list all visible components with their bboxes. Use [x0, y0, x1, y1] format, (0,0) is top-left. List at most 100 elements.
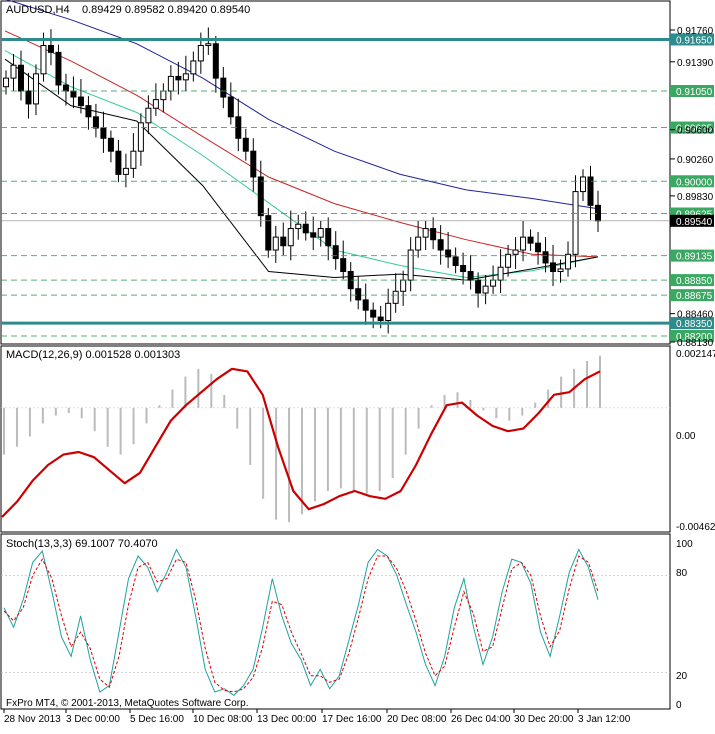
level-tag-bg — [670, 329, 714, 342]
level-tag-label: 0.91650 — [676, 35, 713, 46]
candle-body — [302, 223, 309, 234]
candle-body — [25, 90, 32, 105]
price-tick-label: 0.91390 — [677, 58, 714, 69]
candle-body — [220, 77, 227, 98]
candle-body — [535, 242, 542, 253]
time-tick-label: 5 Dec 16:00 — [130, 714, 184, 725]
price-tick-label: 0.88130 — [677, 338, 714, 349]
time-tick-label: 26 Dec 04:00 — [451, 714, 511, 725]
candle-body — [167, 75, 174, 92]
level-tag-label: 0.88200 — [676, 332, 713, 343]
candle-body — [32, 73, 39, 105]
candle-body — [77, 96, 84, 107]
time-tick-label: 30 Dec 20:00 — [514, 714, 574, 725]
candle-body — [145, 107, 152, 124]
ohlc-label: 0.89429 0.89582 0.89420 0.89540 — [82, 4, 250, 16]
candle-body — [490, 279, 497, 287]
candle-body — [400, 279, 407, 292]
macd-panel — [0, 345, 671, 533]
candle-body — [242, 137, 249, 152]
time-tick-label: 10 Dec 08:00 — [193, 714, 253, 725]
macd-signal-line — [1, 367, 601, 518]
level-tag-bg — [670, 317, 714, 330]
candle-body — [227, 96, 234, 118]
stoch-tick-0: 0 — [676, 700, 682, 711]
candle-body — [115, 150, 122, 175]
candle-body — [362, 299, 369, 311]
macd-tick-min: -0.004624 — [676, 522, 715, 533]
candle-body — [437, 239, 444, 251]
candle-body — [385, 302, 392, 322]
level-tag-label: 0.88350 — [676, 319, 713, 330]
price-tick-label: 0.88460 — [677, 310, 714, 321]
candle-body — [190, 60, 197, 75]
level-tag-label: 0.90625 — [676, 124, 713, 135]
candle-body — [250, 150, 257, 178]
candle-body — [212, 43, 219, 79]
candle-body — [550, 262, 557, 273]
candle-body — [325, 228, 332, 247]
level-tag-bg — [670, 121, 714, 134]
current-price-label: 0.89540 — [676, 217, 713, 228]
candle-body — [422, 228, 429, 238]
candle-body — [370, 309, 377, 318]
candle-body — [85, 105, 92, 118]
candle-body — [572, 191, 579, 255]
candle-body — [122, 167, 129, 175]
candle-body — [407, 249, 414, 281]
candle-body — [70, 90, 77, 98]
level-tag-label: 0.88675 — [676, 291, 713, 302]
level-tag-label: 0.88850 — [676, 276, 713, 287]
stoch-tick-80: 80 — [676, 568, 688, 579]
level-tag-label: 0.89135 — [676, 252, 713, 263]
candle-body — [467, 271, 474, 281]
candle-body — [415, 236, 422, 251]
time-tick-label: 20 Dec 08:00 — [387, 714, 447, 725]
candle-body — [587, 176, 594, 206]
macd-tick-zero: 0.00 — [676, 431, 696, 442]
candle-body — [392, 290, 399, 304]
candle-body — [340, 258, 347, 273]
candle-body — [580, 176, 587, 193]
copyright-label: FxPro MT4, © 2001-2013, MetaQuotes Softw… — [6, 698, 248, 709]
candle-body — [160, 90, 167, 101]
candle-body — [17, 64, 24, 92]
macd-tick-max: 0.002147 — [676, 349, 715, 360]
time-axis: 28 Nov 2013 3 Dec 00:00 5 Dec 16:00 10 Dec … — [3, 709, 631, 725]
stoch-tick-100: 100 — [676, 539, 693, 550]
moving-average-line-1 — [4, 30, 599, 258]
candle-body — [47, 44, 54, 53]
candle-body — [152, 99, 159, 109]
price-tick-label: 0.90600 — [677, 126, 714, 137]
candle-body — [257, 176, 264, 217]
candle-body — [55, 51, 62, 86]
time-tick-label: 13 Dec 00:00 — [257, 714, 317, 725]
candle-body — [482, 285, 489, 294]
price-levels: 0.916500.910500.906250.900000.896250.891… — [1, 33, 714, 343]
time-tick-label: 3 Dec 00:00 — [66, 714, 120, 725]
price-axis: 0.91760 0.91390 0.90600 0.90260 0.89830 0.884… — [670, 26, 714, 349]
candle-body — [107, 137, 114, 152]
candle-body — [130, 150, 137, 169]
candle-body — [265, 215, 272, 251]
candle-body — [527, 236, 534, 244]
candle-body — [137, 122, 144, 152]
candle-body — [62, 84, 69, 92]
candle-body — [505, 253, 512, 268]
stoch-plot — [1, 548, 670, 696]
candle-body — [542, 251, 549, 264]
level-tag-bg — [670, 175, 714, 188]
stoch-signal-line — [3, 555, 599, 693]
stoch-panel — [0, 533, 671, 710]
candle-body — [445, 249, 452, 258]
candle-body — [317, 228, 324, 238]
time-tick-label: 3 Jan 12:00 — [578, 714, 631, 725]
candle-body — [452, 256, 459, 267]
candle-body — [287, 228, 294, 247]
price-tick-label: 0.90260 — [677, 155, 714, 166]
candle-body — [310, 232, 317, 238]
candle-body — [332, 245, 339, 260]
current-price-tag — [670, 214, 714, 227]
level-tag-bg — [670, 249, 714, 262]
